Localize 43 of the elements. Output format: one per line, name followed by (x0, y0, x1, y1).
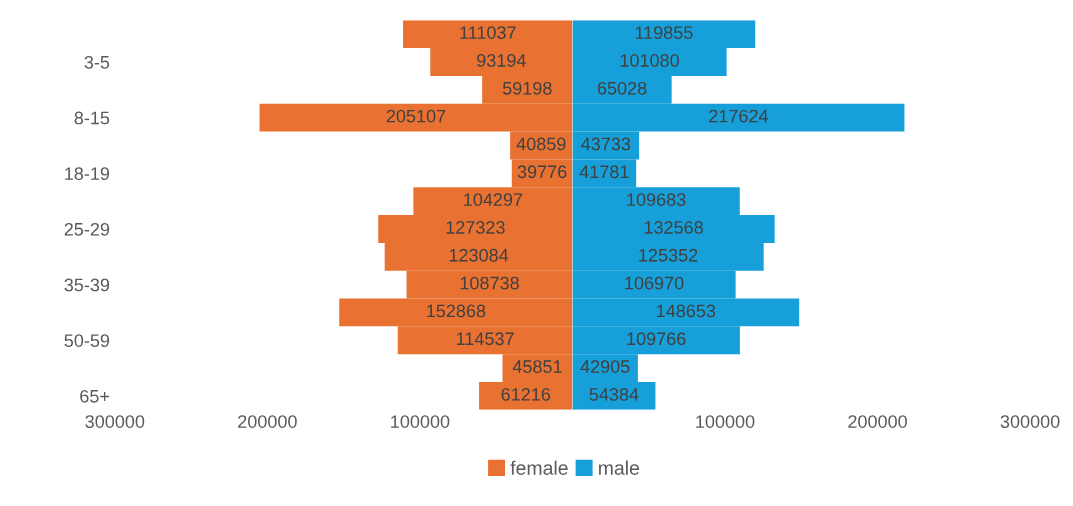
y-tick-label: 50-59 (64, 334, 110, 348)
data-label: 43733 (581, 137, 631, 151)
data-label: 65028 (597, 81, 647, 95)
y-tick-label: 3-5 (84, 55, 110, 69)
data-label: 152868 (427, 304, 486, 318)
data-label: 106970 (625, 276, 684, 290)
data-label: 125352 (639, 248, 698, 262)
x-tick-label: 300000 (1000, 415, 1060, 428)
data-label: 108738 (460, 276, 519, 290)
legend-label: male (599, 460, 639, 475)
data-label: 205107 (386, 109, 446, 123)
legend-label: female (510, 460, 568, 475)
x-tick-label: 200000 (848, 415, 907, 428)
y-tick-label: 8-15 (74, 111, 110, 125)
data-label: 123084 (449, 248, 509, 262)
data-label: 93194 (477, 54, 526, 67)
data-label: 127323 (446, 221, 505, 234)
data-label: 101080 (620, 54, 679, 67)
data-label: 41781 (579, 165, 629, 179)
y-tick-label: 18-19 (65, 167, 110, 181)
data-label: 111037 (460, 26, 516, 39)
data-label: 217624 (709, 109, 769, 123)
data-label: 109766 (627, 332, 686, 346)
x-tick-label: 100000 (696, 415, 755, 428)
y-tick-label: 25-29 (64, 222, 110, 236)
data-label: 109683 (627, 193, 686, 206)
data-label: 61216 (501, 388, 551, 401)
y-tick-label: 65+ (80, 389, 110, 403)
data-label: 59198 (502, 81, 552, 95)
data-label: 114537 (457, 332, 514, 346)
data-label: 54384 (589, 388, 639, 401)
x-tick-label: 300000 (85, 415, 145, 428)
data-label: 104297 (464, 193, 523, 206)
data-label: 132568 (644, 221, 703, 234)
x-tick-label: 200000 (238, 415, 297, 428)
data-label: 39776 (517, 165, 567, 179)
x-tick-label: 100000 (391, 415, 450, 428)
data-label: 45851 (512, 360, 562, 373)
data-label: 40859 (516, 137, 566, 151)
data-label: 119855 (635, 26, 693, 39)
data-label: 42905 (580, 360, 630, 373)
y-tick-label: 35-39 (64, 278, 110, 292)
data-label: 148653 (657, 304, 716, 318)
